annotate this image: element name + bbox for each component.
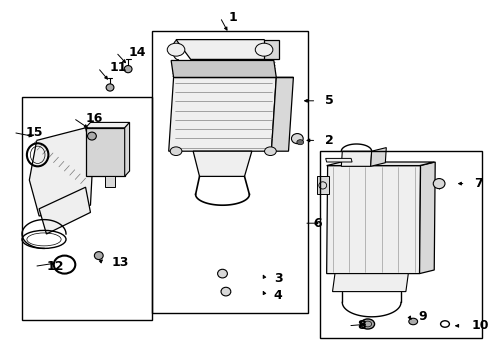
Text: 8: 8: [356, 319, 365, 332]
Ellipse shape: [94, 252, 103, 260]
Ellipse shape: [360, 319, 374, 329]
Text: 11: 11: [110, 61, 127, 74]
Polygon shape: [39, 187, 90, 234]
Bar: [320, 151, 481, 338]
Polygon shape: [168, 77, 276, 151]
Text: 14: 14: [128, 46, 145, 59]
Text: 10: 10: [471, 319, 488, 332]
Polygon shape: [176, 40, 278, 59]
Polygon shape: [332, 274, 407, 292]
Text: 4: 4: [273, 289, 282, 302]
Polygon shape: [193, 151, 251, 176]
Ellipse shape: [255, 43, 272, 56]
Ellipse shape: [221, 287, 230, 296]
Ellipse shape: [124, 66, 132, 73]
Polygon shape: [419, 162, 434, 274]
Text: 7: 7: [473, 177, 482, 190]
Ellipse shape: [170, 147, 182, 156]
Ellipse shape: [408, 318, 417, 325]
Polygon shape: [85, 128, 124, 176]
Text: 6: 6: [312, 217, 321, 230]
Text: 2: 2: [325, 134, 333, 147]
Polygon shape: [171, 60, 276, 77]
Polygon shape: [341, 151, 371, 166]
Polygon shape: [370, 148, 386, 166]
Polygon shape: [325, 158, 351, 162]
Text: 9: 9: [417, 310, 426, 323]
Text: 15: 15: [25, 126, 43, 139]
Ellipse shape: [296, 140, 303, 145]
Polygon shape: [29, 128, 93, 216]
Polygon shape: [316, 176, 328, 194]
Text: 5: 5: [325, 94, 333, 107]
Polygon shape: [124, 122, 129, 176]
Polygon shape: [271, 77, 293, 151]
Ellipse shape: [264, 147, 276, 156]
Text: 3: 3: [273, 273, 282, 285]
Ellipse shape: [432, 179, 444, 189]
Polygon shape: [326, 162, 433, 166]
Ellipse shape: [167, 43, 184, 56]
Polygon shape: [85, 122, 129, 128]
Bar: [22, 97, 151, 320]
Polygon shape: [326, 166, 420, 274]
Ellipse shape: [106, 84, 114, 91]
Ellipse shape: [217, 269, 227, 278]
Polygon shape: [264, 40, 278, 59]
Bar: [151, 31, 307, 313]
Text: 13: 13: [111, 256, 129, 269]
Ellipse shape: [87, 132, 96, 140]
Polygon shape: [105, 176, 115, 187]
Ellipse shape: [291, 134, 303, 144]
Text: 16: 16: [85, 112, 103, 125]
Text: 1: 1: [228, 11, 237, 24]
Text: 12: 12: [46, 260, 64, 273]
